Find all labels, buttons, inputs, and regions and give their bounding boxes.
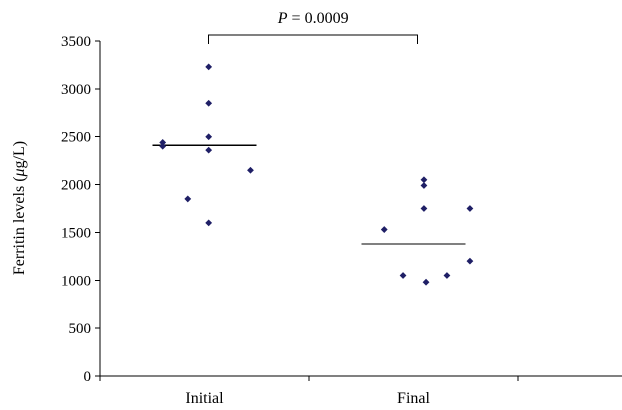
data-point-initial [205,99,213,107]
y-axis-label-prefix: Ferritin levels ( [11,176,28,275]
mean-lines [152,144,466,245]
data-point-initial [205,63,213,71]
y-tick-label: 500 [69,321,92,337]
data-point-final [420,176,428,184]
y-tick-label: 3000 [61,82,91,98]
data-point-final [420,182,428,189]
x-category-label: Initial [185,390,224,407]
x-category-label: Final [397,390,430,407]
data-point-initial [205,146,213,154]
y-tick-label: 3500 [61,34,91,50]
data-point-initial [159,139,167,146]
y-tick-label: 0 [84,369,92,385]
data-point-final [466,205,474,212]
data-point-initial [184,195,192,203]
p-value-label: P = 0.0009 [277,10,349,27]
data-point-final [422,278,430,286]
data-point-initial [205,133,213,141]
y-axis-label: Ferritin levels (μg/L) [11,141,28,275]
data-point-initial [247,166,254,174]
y-tick-label: 2500 [61,130,91,146]
data-point-final [466,257,474,265]
y-axis-label-unit-greek: μ [11,168,28,177]
y-axis: 0 500 1000 1500 2000 2500 3000 3500 [61,34,101,385]
x-axis: Initial Final [99,375,622,407]
data-point-initial [159,142,167,150]
y-tick-label: 1000 [61,273,91,289]
y-tick-label: 2000 [61,178,91,194]
data-point-initial [205,219,213,227]
data-point-final [380,226,388,233]
data-point-final [420,205,428,212]
y-axis-label-unit-rest: g/L) [11,141,28,169]
data-point-final [399,272,407,279]
significance-annotation: P = 0.0009 [208,10,419,44]
data-point-final [443,272,451,279]
p-value-text: = 0.0009 [288,10,349,27]
y-tick-label: 1500 [61,225,91,241]
p-value-var: P [277,10,288,27]
significance-bracket [208,34,419,44]
data-points [159,63,474,286]
